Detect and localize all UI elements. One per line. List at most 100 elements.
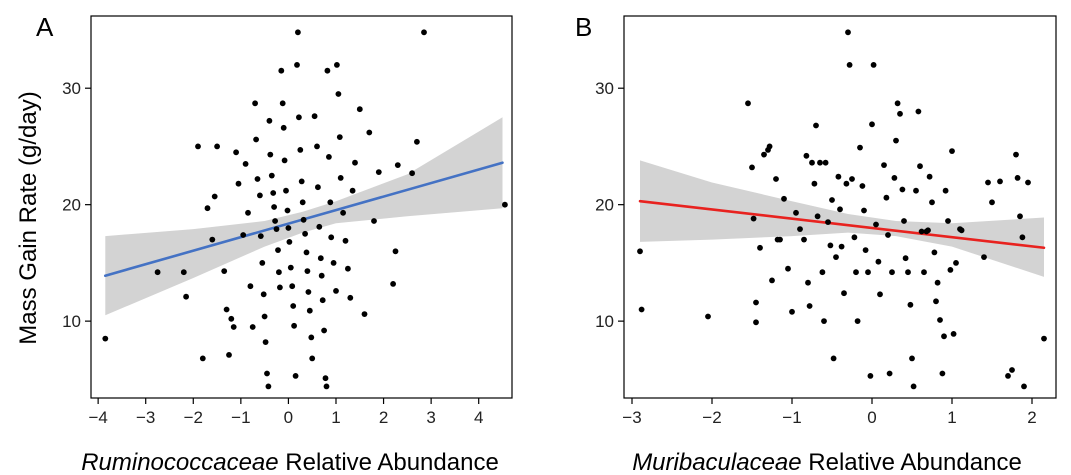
panel-a-data-point xyxy=(242,161,249,167)
panel-a-x-tick-label: 4 xyxy=(474,408,483,427)
panel-a-data-point xyxy=(291,322,297,329)
y-axis-title: Mass Gain Rate (g/day) xyxy=(15,91,42,344)
panel-a-data-point xyxy=(286,239,293,245)
panel-a: A −4 −3 −2 −1 0 1 2 3 4 10 20 30 Ruminococcaceae Re… xyxy=(36,12,513,475)
panel-a-x-tick-label: 2 xyxy=(379,408,388,427)
panel-a-data-point xyxy=(221,268,228,274)
panel-a-data-point xyxy=(361,311,368,317)
panel-a-data-point xyxy=(289,283,296,290)
panel-a-data-point xyxy=(262,339,269,345)
panel-a-data-point xyxy=(366,129,373,136)
panel-b-data-point xyxy=(989,199,995,206)
panel-a-axes: −4 −3 −2 −1 0 1 2 3 4 10 20 30 xyxy=(62,15,513,427)
panel-a-data-point xyxy=(316,223,323,230)
panel-a-confidence-band xyxy=(105,117,503,316)
panel-a-data-point xyxy=(280,124,287,131)
panel-b-data-point xyxy=(877,291,883,298)
panel-a-data-point xyxy=(281,157,288,164)
panel-a-x-tick-label: −4 xyxy=(88,408,107,427)
panel-a-data-point xyxy=(318,272,325,279)
panel-a-data-point xyxy=(284,207,291,214)
panel-b-data-point xyxy=(875,258,882,265)
panel-a-x-tick-label: 0 xyxy=(284,408,293,427)
panel-a-data-point xyxy=(323,383,330,390)
panel-a-data-point xyxy=(309,355,316,362)
panel-a-data-point xyxy=(296,114,302,121)
panel-a-data-point xyxy=(204,205,211,212)
panel-b-data-point xyxy=(1009,367,1015,373)
panel-a-data-point xyxy=(199,355,206,362)
panel-b-data-point xyxy=(929,199,935,206)
panel-b-data-point xyxy=(853,269,859,276)
panel-a-data-point xyxy=(285,225,292,231)
panel-b-data-point xyxy=(909,355,915,362)
panel-a-data-point xyxy=(319,297,326,304)
panel-b-data-point xyxy=(934,279,941,286)
panel-b-data-point xyxy=(886,370,893,377)
panel-b-data-point xyxy=(829,197,835,203)
panel-b-data-point xyxy=(749,164,755,171)
panel-b-data-point xyxy=(883,194,890,201)
panel-a-data-point xyxy=(260,291,267,298)
panel-a-data-point xyxy=(414,138,420,145)
panel-a-data-point xyxy=(342,237,349,244)
panel-b-data-point xyxy=(785,265,791,272)
panel-b-data-point xyxy=(891,175,898,181)
panel-a-data-point xyxy=(261,313,268,320)
panel-a-data-point xyxy=(283,187,289,194)
panel-a-data-point xyxy=(252,100,258,107)
panel-b-data-point xyxy=(881,162,887,169)
panel-a-data-point xyxy=(345,265,351,272)
panel-b-data-point xyxy=(638,306,645,313)
panel-a-data-point xyxy=(277,284,283,291)
panel-a-data-point xyxy=(287,264,294,271)
panel-a-data-point xyxy=(102,335,109,342)
panel-b-data-point xyxy=(873,221,879,228)
panel-b-data-point xyxy=(894,100,901,107)
panel-a-data-point xyxy=(327,199,334,206)
panel-a-data-point xyxy=(409,170,415,177)
panel-a-data-point xyxy=(336,134,343,141)
panel-a-data-point xyxy=(233,149,240,156)
panel-b-regression-line xyxy=(638,199,1046,250)
panel-a-data-point xyxy=(223,306,230,313)
panel-a-data-point xyxy=(279,100,286,107)
panel-b: B −3 −2 −1 0 1 2 10 20 30 Muribaculaceae Relativ… xyxy=(575,12,1057,475)
panel-a-data-point xyxy=(304,268,311,274)
panel-b-x-tick-label: 1 xyxy=(947,408,956,427)
panel-b-data-point xyxy=(811,180,818,187)
panel-b-data-point xyxy=(637,248,643,255)
panel-a-data-point xyxy=(394,162,401,169)
panel-b-data-point xyxy=(1021,383,1027,390)
panel-b-data-point xyxy=(949,148,955,155)
panel-a-data-point xyxy=(267,151,274,158)
panel-b-data-point xyxy=(869,121,875,128)
panel-a-data-point xyxy=(209,236,216,243)
panel-b-data-point xyxy=(889,269,895,276)
panel-a-data-point xyxy=(254,176,261,182)
panel-b-x-tick-label: −2 xyxy=(702,408,721,427)
panel-b-fit-line xyxy=(638,199,1046,250)
panel-b-data-point xyxy=(817,159,823,166)
panel-b-data-point xyxy=(953,260,959,266)
panel-a-data-point xyxy=(315,184,321,191)
panel-b-data-point xyxy=(841,290,847,297)
panel-a-x-tick-label: −2 xyxy=(184,408,203,427)
panel-a-data-point xyxy=(228,315,235,322)
panel-b-data-point xyxy=(819,269,826,276)
panel-a-data-point xyxy=(230,324,237,330)
panel-a-data-point xyxy=(247,283,254,290)
panel-b-data-point xyxy=(835,173,842,180)
panel-b-data-point xyxy=(893,137,899,144)
panel-b-data-point xyxy=(933,298,939,305)
panel-b-data-point xyxy=(793,209,799,216)
panel-a-data-point xyxy=(311,113,318,120)
panel-b-data-point xyxy=(1005,373,1011,379)
panel-b-data-point xyxy=(833,254,839,260)
panel-a-data-point xyxy=(183,293,190,300)
panel-b-data-point xyxy=(902,255,909,262)
panel-a-y-tick-label: 20 xyxy=(62,196,81,215)
panel-a-data-point xyxy=(305,289,312,295)
panel-b-x-tick-label: 2 xyxy=(1027,408,1036,427)
panel-b-data-point xyxy=(813,122,819,129)
